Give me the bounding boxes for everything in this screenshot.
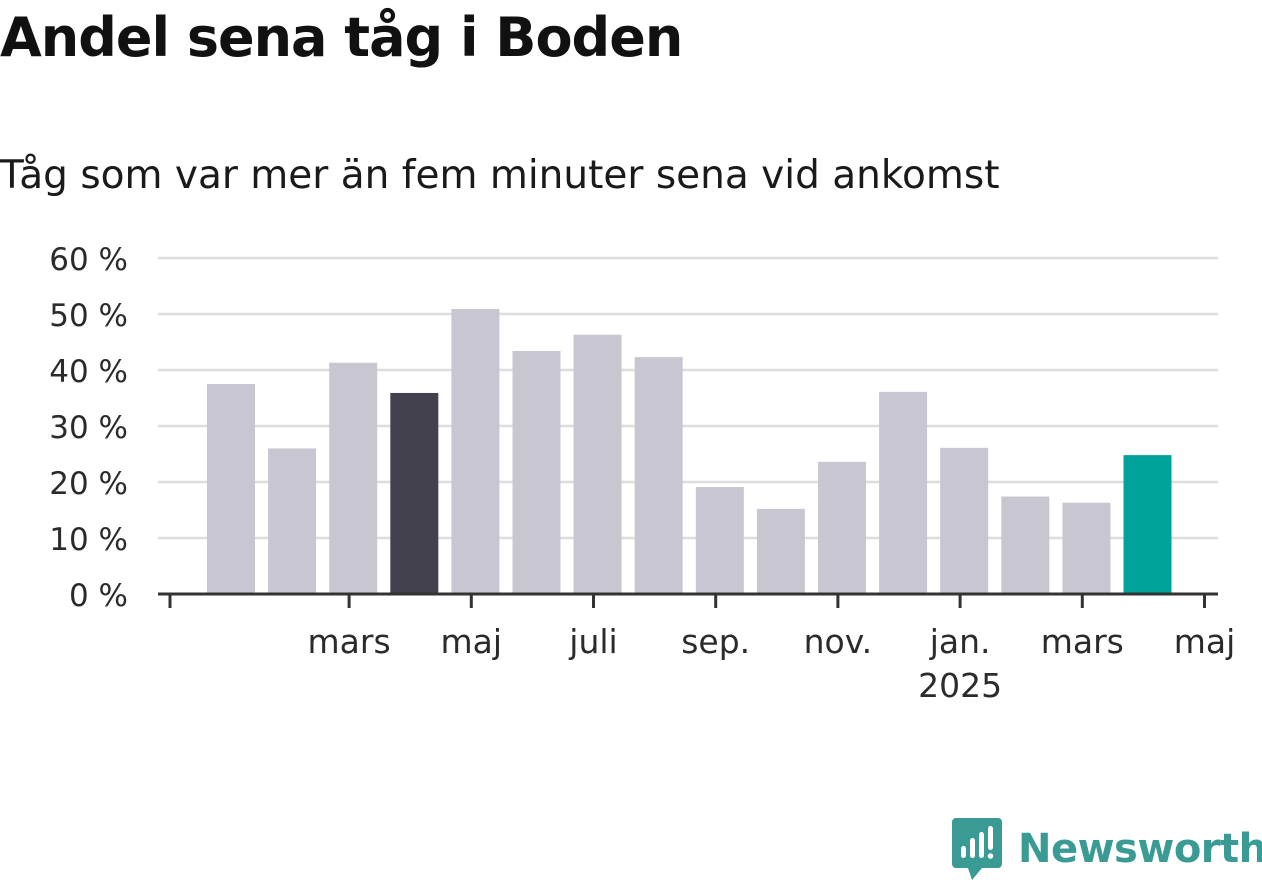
x-tick-label: nov.	[804, 622, 873, 661]
bar-2024-12	[818, 461, 866, 594]
x-tick-label: maj	[441, 622, 503, 661]
y-tick-label: 20 %	[49, 466, 128, 502]
bar-2025-04	[1062, 502, 1111, 594]
bar-2025-01	[879, 391, 928, 594]
bar-2024-11	[756, 508, 805, 594]
bars	[207, 308, 1172, 594]
brand-name: Newsworthy	[1018, 826, 1262, 872]
bar-2024-03	[268, 448, 317, 594]
newsworthy-logo-icon	[952, 818, 1002, 880]
x-axis: mars maj juli sep. nov. jan. 2025 mars maj	[158, 592, 1236, 705]
bar-2024-09	[634, 357, 683, 594]
bar-2024-04	[329, 362, 378, 594]
bar-2024-08	[573, 334, 622, 594]
x-tick-label: mars	[308, 622, 391, 661]
x-tick-label: maj	[1174, 622, 1236, 661]
bar-2024-05	[390, 392, 439, 594]
gridlines	[158, 256, 1218, 540]
x-tick-label: sep.	[681, 622, 750, 661]
y-axis: 0 % 10 % 20 % 30 % 40 % 50 % 60 %	[49, 242, 128, 614]
chart-subtitle: Tåg som var mer än fem minuter sena vid …	[0, 153, 1000, 198]
y-tick-label: 10 %	[49, 522, 128, 558]
bar-2024-02	[207, 384, 255, 594]
y-tick-label: 50 %	[49, 298, 128, 334]
x-tick-label: mars	[1041, 622, 1124, 661]
y-tick-label: 40 %	[49, 354, 128, 390]
x-tick-year-label: 2025	[918, 666, 1002, 705]
bar-2025-05	[1123, 455, 1172, 594]
bar-2024-07	[512, 350, 561, 594]
y-tick-label: 30 %	[49, 410, 128, 446]
bar-2025-03	[1001, 496, 1050, 594]
brand-logo: Newsworthy	[952, 818, 1262, 880]
chart-title: Andel sena tåg i Boden	[0, 6, 683, 69]
bar-2025-02	[940, 447, 989, 594]
bar-2024-10	[695, 487, 744, 594]
x-tick-label: juli	[568, 622, 617, 661]
y-tick-label: 60 %	[49, 242, 128, 278]
bar-2024-06	[451, 308, 500, 594]
x-tick-label: jan.	[929, 622, 991, 661]
y-tick-label: 0 %	[69, 578, 128, 614]
